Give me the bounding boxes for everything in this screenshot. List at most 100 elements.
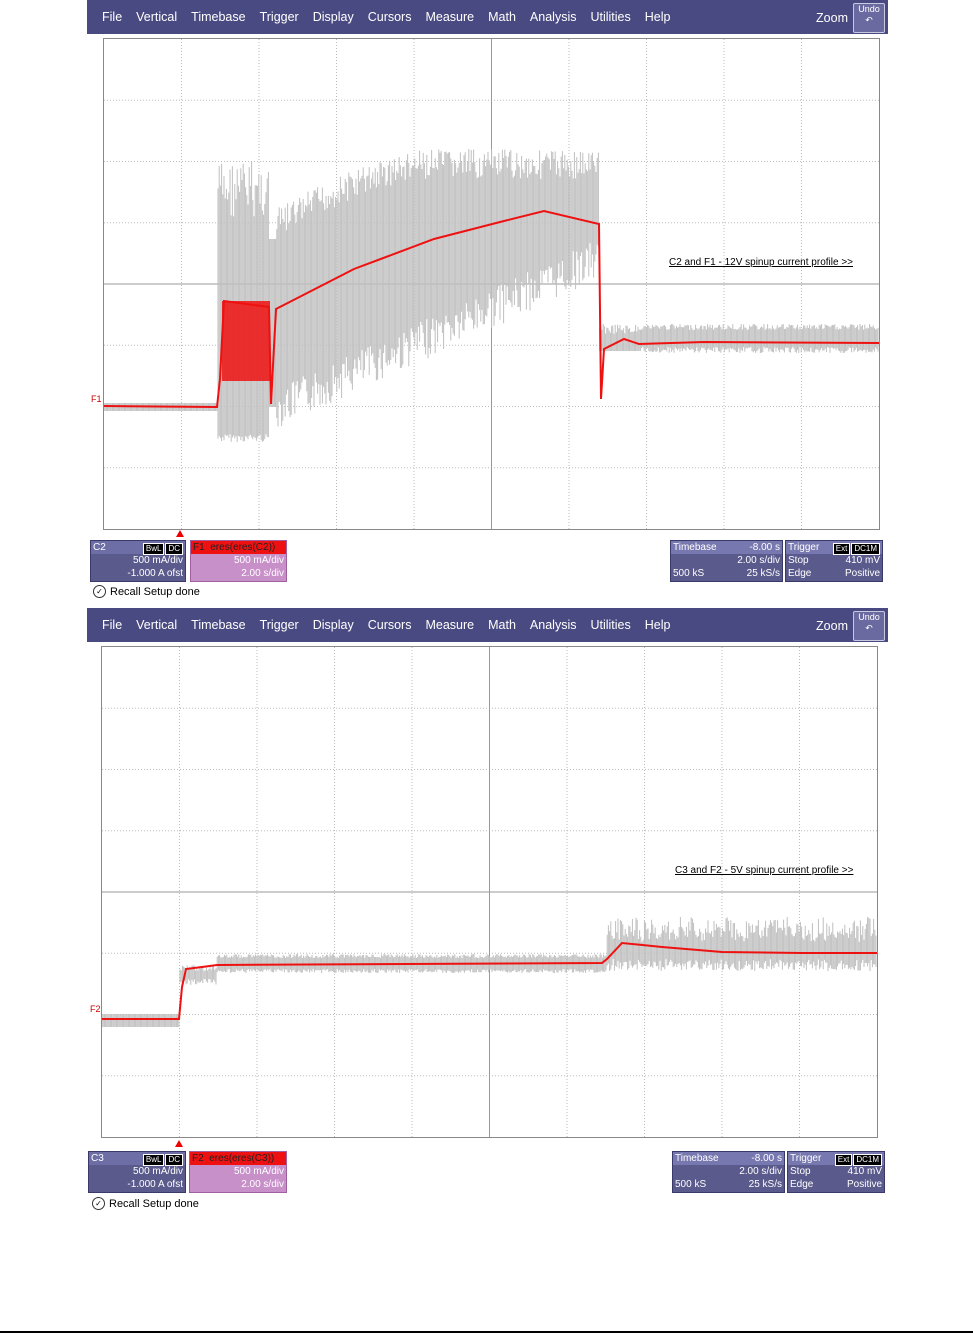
menu-utilities[interactable]: Utilities <box>590 618 631 632</box>
waveform-plot <box>104 39 879 529</box>
menu-cursors[interactable]: Cursors <box>367 618 412 632</box>
trigger-type: Edge <box>788 568 812 579</box>
channel-descriptor-c3[interactable]: C3 BwL DC 500 mA/div -1.000 A ofst <box>88 1151 186 1193</box>
menu-timebase[interactable]: Timebase <box>191 618 246 632</box>
menu-vertical[interactable]: Vertical <box>136 10 178 24</box>
bwl-tag: BwL <box>142 1154 165 1166</box>
menu-math[interactable]: Math <box>488 618 516 632</box>
menu-file[interactable]: File <box>102 10 123 24</box>
function-name: F2 <box>192 1153 204 1164</box>
undo-button[interactable]: Undo ↶ <box>853 611 885 641</box>
status-message: Recall Setup done <box>110 585 200 598</box>
zoom-button[interactable]: Zoom <box>816 11 848 25</box>
undo-label: Undo <box>858 612 880 622</box>
trigger-position-marker <box>175 1140 183 1147</box>
menu-display[interactable]: Display <box>312 10 354 24</box>
graticule <box>102 647 877 1137</box>
timebase-delay: -8.00 s <box>749 542 780 553</box>
waveform-grid[interactable]: C3 and F2 - 5V spinup current profile >> <box>101 646 878 1138</box>
trigger-coupling-tag: DC1M <box>851 543 880 555</box>
timebase-label: Timebase <box>675 1153 719 1164</box>
trigger-position-marker <box>176 530 184 537</box>
trace-annotation: C2 and F1 - 12V spinup current profile >… <box>669 257 853 268</box>
status-bar: ✓ Recall Setup done <box>93 585 200 598</box>
timebase-samples: 500 kS <box>673 568 705 579</box>
trigger-descriptor[interactable]: Trigger Ext DC1M Stop 410 mV Edge Positive <box>785 540 883 582</box>
menu-analysis[interactable]: Analysis <box>529 618 577 632</box>
raw-current-trace <box>102 917 877 1027</box>
menu-measure[interactable]: Measure <box>425 10 475 24</box>
trigger-label: Trigger <box>790 1153 822 1164</box>
trigger-level: 410 mV <box>845 555 880 566</box>
status-icon: ✓ <box>93 585 106 598</box>
menu-trigger[interactable]: Trigger <box>259 10 299 24</box>
timebase-sdiv: 2.00 s/div <box>737 555 780 566</box>
function-timebase: 2.00 s/div <box>241 568 284 579</box>
channel-scale: 500 mA/div <box>132 1166 183 1177</box>
menu-vertical[interactable]: Vertical <box>136 618 178 632</box>
menu-utilities[interactable]: Utilities <box>590 10 631 24</box>
timebase-delay: -8.00 s <box>751 1153 782 1164</box>
function-scale: 500 mA/div <box>233 1166 284 1177</box>
menu-timebase[interactable]: Timebase <box>191 10 246 24</box>
trigger-type: Edge <box>790 1179 814 1190</box>
coupling-tag: DC <box>165 1154 183 1166</box>
menu-help[interactable]: Help <box>644 618 671 632</box>
trigger-slope: Positive <box>846 1179 882 1190</box>
bwl-tag: BwL <box>142 543 165 555</box>
menu-measure[interactable]: Measure <box>425 618 475 632</box>
undo-arrow-icon: ↶ <box>865 15 873 25</box>
waveform-plot <box>102 647 877 1137</box>
trigger-source-tag: Ext <box>834 1154 853 1166</box>
trace-annotation: C3 and F2 - 5V spinup current profile >> <box>675 865 854 876</box>
channel-offset: -1.000 A ofst <box>127 568 183 579</box>
trigger-mode: Stop <box>788 555 809 566</box>
menu-help[interactable]: Help <box>644 10 671 24</box>
channel-offset: -1.000 A ofst <box>127 1179 183 1190</box>
trigger-descriptor[interactable]: Trigger Ext DC1M Stop 410 mV Edge Positive <box>787 1151 885 1193</box>
trace-label-f1: F1 <box>91 394 102 404</box>
function-expression: eres(eres(C2)) <box>210 542 276 553</box>
menu-math[interactable]: Math <box>488 10 516 24</box>
menu-cursors[interactable]: Cursors <box>367 10 412 24</box>
channel-scale: 500 mA/div <box>132 555 183 566</box>
math-trace <box>102 941 877 1020</box>
timebase-descriptor[interactable]: Timebase -8.00 s 2.00 s/div 500 kS 25 kS/s <box>672 1151 785 1193</box>
timebase-samples: 500 kS <box>675 1179 707 1190</box>
trigger-mode: Stop <box>790 1166 811 1177</box>
menu-display[interactable]: Display <box>312 618 354 632</box>
menu-file[interactable]: File <box>102 618 123 632</box>
status-bar: ✓ Recall Setup done <box>92 1197 199 1210</box>
trigger-source-tag: Ext <box>832 543 851 555</box>
trigger-level: 410 mV <box>847 1166 882 1177</box>
menu-analysis[interactable]: Analysis <box>529 10 577 24</box>
status-message: Recall Setup done <box>109 1197 199 1210</box>
function-timebase: 2.00 s/div <box>241 1179 284 1190</box>
scope-screen-2: File Vertical Timebase Trigger Display C… <box>87 608 888 1218</box>
trigger-label: Trigger <box>788 542 820 553</box>
status-icon: ✓ <box>92 1197 105 1210</box>
scope-screen-1: File Vertical Timebase Trigger Display C… <box>87 0 888 602</box>
timebase-rate: 25 kS/s <box>748 1179 782 1190</box>
function-descriptor-f1[interactable]: F1 eres(eres(C2)) 500 mA/div 2.00 s/div <box>190 540 287 582</box>
function-name: F1 <box>193 542 205 553</box>
timebase-label: Timebase <box>673 542 717 553</box>
channel-name: C2 <box>93 542 106 553</box>
timebase-sdiv: 2.00 s/div <box>739 1166 782 1177</box>
page-bottom-rule <box>0 1331 973 1333</box>
menu-trigger[interactable]: Trigger <box>259 618 299 632</box>
trace-label-f2: F2 <box>90 1004 101 1014</box>
waveform-grid[interactable]: C2 and F1 - 12V spinup current profile >… <box>103 38 880 530</box>
menu-bar: File Vertical Timebase Trigger Display C… <box>87 608 888 642</box>
menu-bar: File Vertical Timebase Trigger Display C… <box>87 0 888 34</box>
function-descriptor-f2[interactable]: F2 eres(eres(C3)) 500 mA/div 2.00 s/div <box>189 1151 287 1193</box>
undo-button[interactable]: Undo ↶ <box>853 3 885 33</box>
undo-arrow-icon: ↶ <box>865 623 873 633</box>
channel-name: C3 <box>91 1153 104 1164</box>
function-scale: 500 mA/div <box>233 555 284 566</box>
undo-label: Undo <box>858 4 880 14</box>
channel-descriptor-c2[interactable]: C2 BwL DC 500 mA/div -1.000 A ofst <box>90 540 186 582</box>
timebase-descriptor[interactable]: Timebase -8.00 s 2.00 s/div 500 kS 25 kS/s <box>670 540 783 582</box>
timebase-rate: 25 kS/s <box>746 568 780 579</box>
zoom-button[interactable]: Zoom <box>816 619 848 633</box>
